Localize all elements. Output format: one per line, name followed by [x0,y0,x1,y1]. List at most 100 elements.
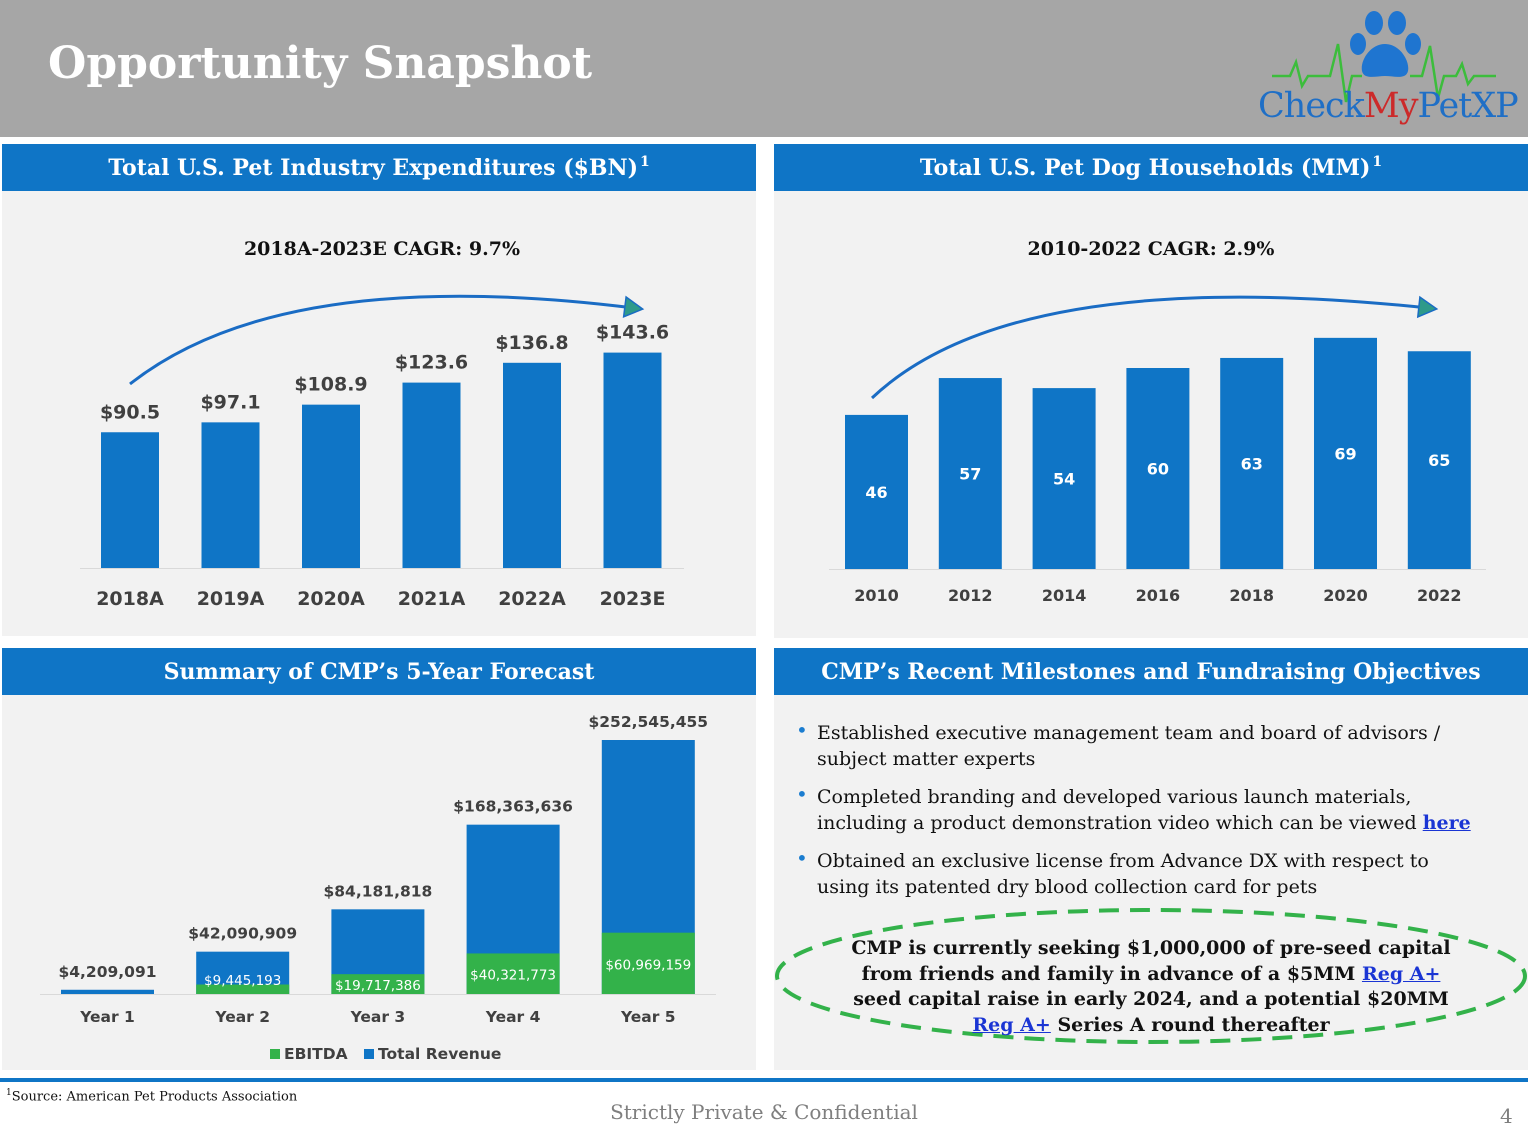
ebitda-bar [331,974,425,994]
x-tick-label: 2010 [854,586,899,605]
bar [1314,337,1377,569]
revenue-label: $42,090,909 [188,925,297,943]
data-label: 69 [1334,444,1356,463]
ebitda-bar [196,984,290,994]
ebitda-bar [601,932,695,994]
footer-divider [0,1078,1528,1082]
households-cagr: 2010-2022 CAGR: 2.9% [1027,238,1275,260]
cagr-arrow [129,294,635,386]
milestones-panel: CMP’s Recent Milestones and Fundraising … [774,648,1528,1070]
revenue-label: $84,181,818 [323,882,432,900]
ebitda-label: $60,969,159 [605,957,691,973]
cagr-arrowhead [622,295,645,318]
data-label: $123.6 [395,352,468,374]
x-tick-label: 2022 [1417,586,1462,605]
forecast-panel-title: Summary of CMP’s 5-Year Forecast [2,648,756,695]
logo-text: CheckMyPetXP [1258,86,1519,126]
bar [1032,388,1096,569]
data-label: 60 [1147,460,1169,479]
video-link[interactable]: here [1422,812,1471,834]
x-tick-label: 2023E [600,588,666,610]
revenue-label: $252,545,455 [588,713,708,731]
bar [603,352,662,568]
data-label: 57 [959,465,981,484]
bullet-icon: • [796,846,808,870]
bar [1126,368,1190,569]
x-tick-label: Year 3 [350,1008,406,1026]
data-label: $97.1 [200,391,260,413]
x-tick-label: 2020 [1323,586,1368,605]
data-label: 65 [1428,451,1450,470]
milestones-panel-title: CMP’s Recent Milestones and Fundraising … [774,648,1528,695]
cagr-arrowhead [1416,295,1439,319]
revenue-label: $168,363,636 [453,798,573,816]
x-tick-label: 2014 [1042,586,1087,605]
checkmypetxp-logo: CheckMyPetXP [1250,6,1522,134]
data-label: $108.9 [294,374,367,396]
data-label: 54 [1053,470,1075,489]
x-tick-label: 2021A [398,588,466,610]
bar [503,362,561,568]
cagr-arrow [870,295,1429,400]
legend-label: EBITDA [284,1045,348,1063]
x-tick-label: Year 4 [485,1008,541,1026]
source-footnote: 1Source: American Pet Products Associati… [6,1088,298,1105]
forecast-panel: Summary of CMP’s 5-Year Forecast $4,209,… [2,648,756,1070]
data-label: $90.5 [100,401,160,423]
expenditures-panel: Total U.S. Pet Industry Expenditures ($B… [2,144,756,636]
bullet-icon: • [796,718,808,742]
confidential-label: Strictly Private & Confidential [610,1100,918,1124]
highlight-oval [775,908,1527,1044]
revenue-bar [61,989,154,994]
bar [101,432,159,568]
milestone-item: • Completed branding and developed variou… [796,782,1471,834]
data-label: $143.6 [596,322,669,344]
x-tick-label: 2020A [297,588,365,610]
households-panel: Total U.S. Pet Dog Households (MM) 1 2010… [774,144,1528,638]
page-number: 4 [1500,1104,1513,1128]
x-tick-label: Year 2 [214,1008,270,1026]
bar [1407,351,1471,569]
data-label: 63 [1241,454,1263,473]
ebitda-label: $40,321,773 [470,968,556,984]
reg-a-link[interactable]: Reg A+ [972,1013,1051,1036]
x-tick-label: Year 1 [79,1008,135,1026]
ebitda-label: $19,717,386 [335,978,421,994]
fundraising-statement: CMP is currently seeking $1,000,000 of p… [851,937,1451,1036]
milestone-item: • Established executive management team a… [796,718,1441,770]
reg-a-link[interactable]: Reg A+ [1361,962,1441,985]
x-tick-label: Year 5 [620,1008,676,1026]
bar [201,422,260,568]
bar [1220,357,1284,569]
legend-swatch-ebitda [270,1049,280,1059]
revenue-label: $4,209,091 [58,963,156,981]
x-tick-label: 2018A [96,588,164,610]
data-label: $136.8 [495,332,568,354]
data-label: 46 [865,483,887,502]
households-chart: 46 2010 57 2012 54 2014 60 2016 63 2018 69 2020 65 20… [829,295,1486,605]
x-tick-label: 2019A [197,588,265,610]
legend-swatch-revenue [364,1049,374,1059]
milestones-list: • Established executive management team a… [796,718,1486,912]
page-title: Opportunity Snapshot [48,38,593,89]
x-tick-label: 2016 [1136,586,1181,605]
bar [302,404,360,568]
households-panel-title: Total U.S. Pet Dog Households (MM) 1 [774,144,1528,191]
expenditures-chart: $90.5 2018A $97.1 2019A $108.9 2020A $123.6 202… [80,294,684,610]
x-tick-label: 2012 [948,586,993,605]
ebitda-label: $9,445,193 [204,973,281,989]
bar [402,382,461,568]
milestone-item: • Obtained an exclusive license from Adva… [796,846,1429,898]
expenditures-panel-title: Total U.S. Pet Industry Expenditures ($B… [2,144,756,191]
logo-graphic [1272,11,1496,103]
legend-label: Total Revenue [378,1045,501,1063]
x-tick-label: 2022A [498,588,566,610]
bar [938,378,1002,569]
bullet-icon: • [796,782,808,806]
bar [845,414,908,569]
expenditures-cagr: 2018A-2023E CAGR: 9.7% [243,238,521,260]
header-bar: Opportunity Snapshot CheckMyPetXP [0,0,1528,137]
x-tick-label: 2018 [1229,586,1274,605]
ebitda-bar [466,953,560,994]
forecast-chart: $4,209,091 Year 1 $9,445,193 $42,090,909 Yea… [40,713,716,1063]
